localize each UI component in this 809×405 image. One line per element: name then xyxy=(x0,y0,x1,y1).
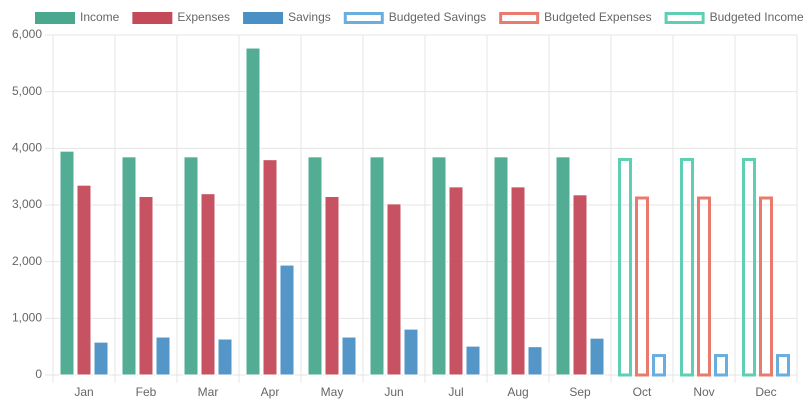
legend-swatch xyxy=(243,12,284,24)
x-tick-label: Mar xyxy=(198,385,219,399)
legend-swatch xyxy=(664,12,705,24)
bar xyxy=(555,156,571,376)
bar xyxy=(527,346,543,376)
bar xyxy=(369,156,385,376)
bar xyxy=(431,156,447,376)
legend-label: Budgeted Savings xyxy=(389,10,486,24)
x-tick-label: Jun xyxy=(384,385,403,399)
bar xyxy=(279,264,295,376)
bar xyxy=(341,336,357,376)
bar xyxy=(262,159,278,376)
legend-swatch xyxy=(499,12,540,24)
y-tick-label: 2,000 xyxy=(12,254,42,268)
budget-bar xyxy=(759,196,773,377)
x-tick-label: Apr xyxy=(261,385,280,399)
budget-bar xyxy=(618,157,632,377)
y-tick-label: 6,000 xyxy=(12,27,42,41)
x-tick-label: Jul xyxy=(448,385,463,399)
bar xyxy=(245,47,261,376)
x-tick-label: Dec xyxy=(755,385,776,399)
bar xyxy=(510,186,526,376)
budget-bar xyxy=(776,354,790,377)
bar xyxy=(200,193,216,376)
bar xyxy=(589,337,605,376)
legend-swatch xyxy=(343,12,384,24)
x-tick-label: Jan xyxy=(74,385,93,399)
budget-bar xyxy=(742,157,756,377)
budget-bar xyxy=(680,157,694,377)
y-tick-label: 4,000 xyxy=(12,141,42,155)
x-tick-label: May xyxy=(321,385,344,399)
y-tick-label: 0 xyxy=(35,367,42,381)
x-tick-label: Nov xyxy=(693,385,714,399)
bar xyxy=(465,345,481,376)
x-tick-label: Aug xyxy=(507,385,528,399)
bar xyxy=(448,186,464,376)
legend-label: Budgeted Income xyxy=(710,10,804,24)
legend-swatch xyxy=(35,12,75,24)
bar xyxy=(493,156,509,376)
bar xyxy=(155,336,171,376)
legend-swatch xyxy=(132,12,173,24)
budget-bar xyxy=(635,196,649,377)
legend-label: Expenses xyxy=(177,10,230,24)
bar xyxy=(76,184,92,376)
bar xyxy=(59,150,75,376)
budget-bar xyxy=(697,196,711,377)
y-tick-label: 5,000 xyxy=(12,84,42,98)
bar xyxy=(121,156,137,376)
y-tick-label: 1,000 xyxy=(12,311,42,325)
budget-bar xyxy=(652,354,666,377)
legend-label: Budgeted Expenses xyxy=(544,10,651,24)
bar xyxy=(324,196,340,376)
legend-label: Income xyxy=(80,10,120,24)
budget-bar xyxy=(714,354,728,377)
bar xyxy=(386,203,402,376)
x-tick-label: Sep xyxy=(569,385,591,399)
bar xyxy=(93,341,109,376)
y-tick-label: 3,000 xyxy=(12,197,42,211)
bar xyxy=(217,338,233,376)
x-tick-label: Oct xyxy=(633,385,652,399)
legend-label: Savings xyxy=(288,10,331,24)
bar xyxy=(138,196,154,376)
bar xyxy=(572,194,588,376)
bar xyxy=(307,156,323,376)
x-tick-label: Feb xyxy=(136,385,157,399)
bar xyxy=(403,328,419,376)
bar xyxy=(183,156,199,376)
